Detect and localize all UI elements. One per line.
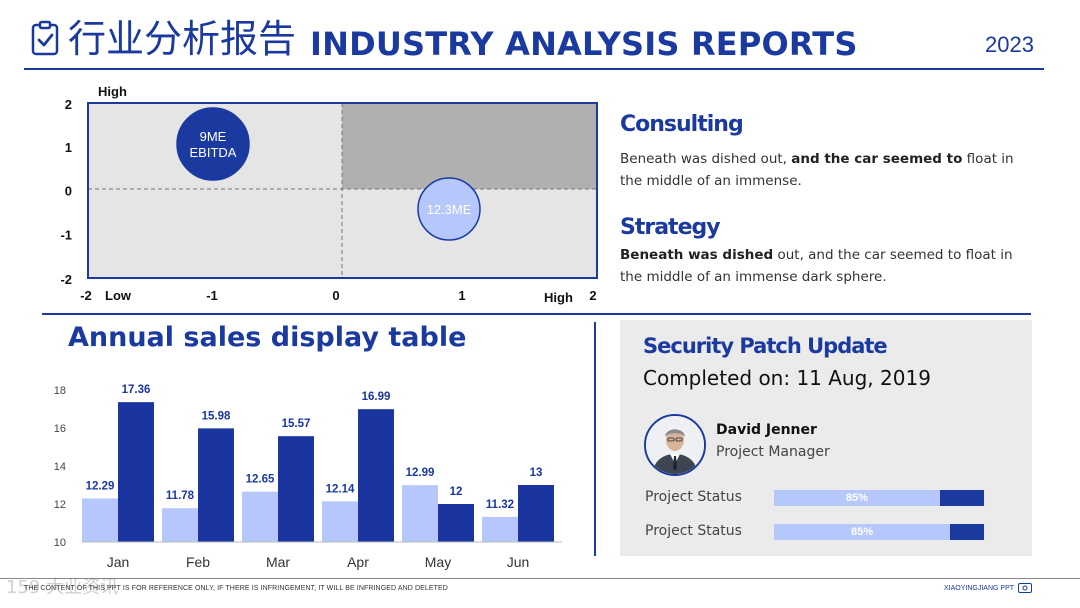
y-axis-high-label: High xyxy=(98,84,127,99)
y-tick-label: -2 xyxy=(60,272,72,287)
project-status-percent: 85% xyxy=(845,492,868,504)
footer-brand: XIAOYINGJIANG PPT xyxy=(944,585,1015,592)
y-tick-label: 18 xyxy=(54,385,66,397)
person-role: Project Manager xyxy=(716,444,830,460)
x-tick-label: 1 xyxy=(458,288,465,303)
strategy-body: Beneath was dished out, and the car seem… xyxy=(620,244,1030,288)
bar-mar-s2 xyxy=(278,436,314,542)
data-label: 11.32 xyxy=(486,499,514,511)
x-tick-label: Apr xyxy=(347,554,369,570)
x-tick-label: 0 xyxy=(332,288,339,303)
page-title-english: INDUSTRY ANALYSIS REPORTS xyxy=(310,25,858,63)
x-tick-label: Jan xyxy=(107,554,130,570)
consulting-body-bold: and the car seemed to xyxy=(791,151,963,167)
section-divider-vertical xyxy=(594,322,596,556)
y-tick-label: 16 xyxy=(54,423,66,435)
data-label: 12 xyxy=(450,486,463,498)
x-tick-label: Jun xyxy=(507,554,530,570)
project-status-bar: 85% xyxy=(774,490,984,506)
bar-feb-s1 xyxy=(162,508,198,542)
data-label: 15.98 xyxy=(202,410,231,422)
project-status-percent: 85% xyxy=(851,526,874,538)
bubble-label: EBITDA xyxy=(190,145,237,160)
bubble-label: 12.3ME xyxy=(427,202,472,217)
strategy-body-bold: Beneath was dished xyxy=(620,247,774,263)
header-divider xyxy=(24,68,1044,70)
avatar xyxy=(644,414,706,476)
project-status-bar: 85% xyxy=(774,524,984,540)
clipboard-check-icon xyxy=(31,20,59,56)
x-tick-label: May xyxy=(425,554,451,570)
x-axis-high-label: High xyxy=(544,290,573,305)
consulting-body-after: float in the middle of an immense. xyxy=(620,151,1014,189)
data-label: 13 xyxy=(530,467,543,479)
y-tick-label: 10 xyxy=(54,537,66,549)
consulting-body: Beneath was dished out, and the car seem… xyxy=(620,148,1030,192)
x-tick-label: Feb xyxy=(186,554,210,570)
data-label: 12.14 xyxy=(326,483,355,495)
data-label: 15.57 xyxy=(282,418,311,430)
sales-bar-chart: 10 12 14 16 18 12.29 17.36 Jan 11.78 15.98 Feb 12.6… xyxy=(54,384,562,570)
data-label: 11.78 xyxy=(166,490,195,502)
quadrant-top-right xyxy=(342,103,597,189)
y-tick-label: 0 xyxy=(65,184,72,199)
bubble-2 xyxy=(417,177,481,241)
y-tick-label: 12 xyxy=(54,499,66,511)
bar-apr-s2 xyxy=(358,409,394,542)
bar-may-s1 xyxy=(402,485,438,542)
bar-jan-s1 xyxy=(82,498,118,542)
watermark: 159 大业资讯 xyxy=(6,577,119,598)
sales-chart-title: Annual sales display table xyxy=(68,322,467,353)
quadrant-border xyxy=(87,102,598,279)
person-name: David Jenner xyxy=(716,422,817,438)
bar-mar-s1 xyxy=(242,491,278,542)
x-axis-low-label: Low xyxy=(105,288,132,303)
y-tick-label: 1 xyxy=(65,140,72,155)
bubble-1 xyxy=(176,107,250,181)
project-status-label: Project Status xyxy=(645,523,742,539)
y-tick-label: -1 xyxy=(60,227,72,242)
x-tick-label: -1 xyxy=(206,288,218,303)
bar-apr-s1 xyxy=(322,501,358,542)
bar-jun-s2 xyxy=(518,485,554,542)
bar-jan-s2 xyxy=(118,402,154,542)
footer-divider xyxy=(0,578,1080,579)
project-status-fill: 85% xyxy=(774,490,940,506)
security-card-title: Security Patch Update xyxy=(643,334,888,358)
page-title-chinese: 行业分析报告 xyxy=(68,17,297,61)
bar-feb-s2 xyxy=(198,428,234,542)
consulting-body-before: Beneath was dished out, xyxy=(620,151,792,167)
data-label: 12.29 xyxy=(86,480,115,492)
project-status-fill: 85% xyxy=(774,524,951,540)
data-label: 16.99 xyxy=(362,391,391,403)
strategy-body-after: out, and the car seemed to float in the … xyxy=(620,247,1013,285)
completed-date: Completed on: 11 Aug, 2019 xyxy=(643,366,931,390)
person-portrait-icon xyxy=(646,416,704,474)
project-status-label: Project Status xyxy=(645,489,742,505)
bubble-label: 9ME xyxy=(200,129,227,144)
bar-may-s2 xyxy=(438,504,474,542)
x-tick-label: -2 xyxy=(80,288,92,303)
y-tick-label: 2 xyxy=(65,97,72,112)
y-tick-label: 14 xyxy=(54,461,66,473)
x-tick-label: Mar xyxy=(266,554,290,570)
data-label: 12.65 xyxy=(246,474,275,486)
data-label: 12.99 xyxy=(406,467,435,479)
consulting-title: Consulting xyxy=(620,112,744,137)
data-label: 17.36 xyxy=(122,384,151,396)
year-label: 2023 xyxy=(985,32,1034,57)
bar-jun-s1 xyxy=(482,516,518,542)
strategy-title: Strategy xyxy=(620,215,721,240)
footer-logo-icon xyxy=(1018,583,1032,593)
footer-disclaimer: THE CONTENT OF THIS PPT IS FOR REFERENCE… xyxy=(24,585,448,592)
section-divider-horizontal xyxy=(42,313,1031,315)
x-tick-label: 2 xyxy=(589,288,596,303)
